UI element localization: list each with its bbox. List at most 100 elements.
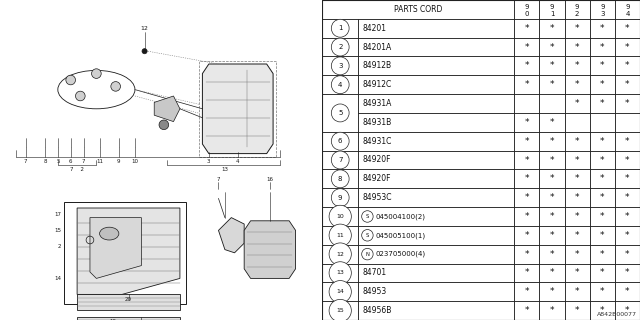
Text: *: *	[525, 193, 529, 202]
Bar	[589, 169, 615, 188]
Bar	[564, 188, 589, 207]
Text: *: *	[600, 43, 605, 52]
Circle shape	[362, 248, 373, 260]
Text: *: *	[625, 306, 630, 315]
Bar	[540, 169, 564, 188]
Text: *: *	[525, 250, 529, 259]
Text: 4: 4	[236, 159, 239, 164]
Text: 4: 4	[625, 11, 630, 17]
Text: 20: 20	[125, 297, 132, 302]
Text: 84201A: 84201A	[362, 43, 392, 52]
Text: 9: 9	[575, 4, 579, 10]
Text: *: *	[525, 118, 529, 127]
Text: 84701: 84701	[362, 268, 387, 277]
Bar	[515, 0, 540, 19]
Text: 12: 12	[336, 252, 344, 257]
Text: 15: 15	[337, 308, 344, 313]
Text: 84920F: 84920F	[362, 174, 391, 183]
Bar	[358, 19, 515, 38]
Circle shape	[362, 229, 373, 241]
Text: 7: 7	[217, 177, 220, 182]
Text: *: *	[625, 61, 630, 70]
Text: S: S	[365, 214, 369, 219]
Text: *: *	[525, 231, 529, 240]
Text: *: *	[600, 268, 605, 277]
Text: 2: 2	[575, 11, 579, 17]
Bar	[322, 188, 358, 207]
Text: *: *	[575, 24, 579, 33]
Bar	[322, 0, 515, 19]
Bar	[564, 264, 589, 282]
Bar	[589, 226, 615, 245]
Bar	[540, 56, 564, 75]
Text: *: *	[575, 231, 579, 240]
Bar	[589, 151, 615, 169]
Text: 84912C: 84912C	[362, 80, 392, 89]
Bar	[615, 19, 640, 38]
Text: *: *	[600, 80, 605, 89]
Bar	[615, 245, 640, 264]
Circle shape	[329, 281, 351, 303]
Text: 3: 3	[338, 63, 342, 69]
Bar	[540, 188, 564, 207]
Bar	[322, 264, 358, 282]
Text: *: *	[600, 24, 605, 33]
Bar	[589, 132, 615, 151]
Text: *: *	[625, 287, 630, 296]
Bar	[615, 94, 640, 113]
Text: 3: 3	[207, 159, 211, 164]
Text: *: *	[625, 193, 630, 202]
Polygon shape	[90, 218, 141, 278]
Polygon shape	[202, 64, 273, 154]
Bar	[358, 169, 515, 188]
Text: 9: 9	[625, 4, 630, 10]
Text: *: *	[525, 212, 529, 221]
Bar	[358, 188, 515, 207]
Text: 6: 6	[69, 159, 72, 164]
Text: N: N	[365, 252, 369, 257]
Text: *: *	[575, 80, 579, 89]
Bar	[615, 75, 640, 94]
Circle shape	[332, 170, 349, 188]
Bar	[615, 0, 640, 19]
Text: 13: 13	[221, 167, 228, 172]
Text: *: *	[625, 80, 630, 89]
Text: 84956B: 84956B	[362, 306, 392, 315]
Text: A842B00077: A842B00077	[597, 312, 637, 317]
Text: *: *	[575, 43, 579, 52]
Text: *: *	[550, 43, 554, 52]
Bar	[540, 0, 564, 19]
Text: 9: 9	[550, 4, 554, 10]
Text: *: *	[550, 193, 554, 202]
Text: *: *	[575, 268, 579, 277]
Bar	[589, 282, 615, 301]
Text: *: *	[600, 306, 605, 315]
Bar	[322, 19, 358, 38]
Circle shape	[332, 57, 349, 75]
Text: 84912B: 84912B	[362, 61, 392, 70]
Text: 84953C: 84953C	[362, 193, 392, 202]
Bar	[515, 207, 540, 226]
Bar	[564, 0, 589, 19]
Text: *: *	[550, 61, 554, 70]
Text: *: *	[550, 174, 554, 183]
Text: *: *	[525, 80, 529, 89]
Text: *: *	[575, 250, 579, 259]
Text: 19: 19	[109, 319, 116, 320]
Text: PARTS CORD: PARTS CORD	[394, 5, 442, 14]
Text: *: *	[625, 24, 630, 33]
Bar	[615, 226, 640, 245]
Circle shape	[159, 120, 169, 130]
Bar	[540, 151, 564, 169]
Bar	[564, 226, 589, 245]
Bar	[564, 282, 589, 301]
Bar	[358, 75, 515, 94]
Text: 1: 1	[550, 11, 554, 17]
Circle shape	[332, 38, 349, 56]
Text: 0: 0	[525, 11, 529, 17]
Text: *: *	[575, 193, 579, 202]
Text: *: *	[550, 250, 554, 259]
Bar	[322, 132, 358, 151]
Bar	[540, 75, 564, 94]
Bar	[615, 38, 640, 56]
